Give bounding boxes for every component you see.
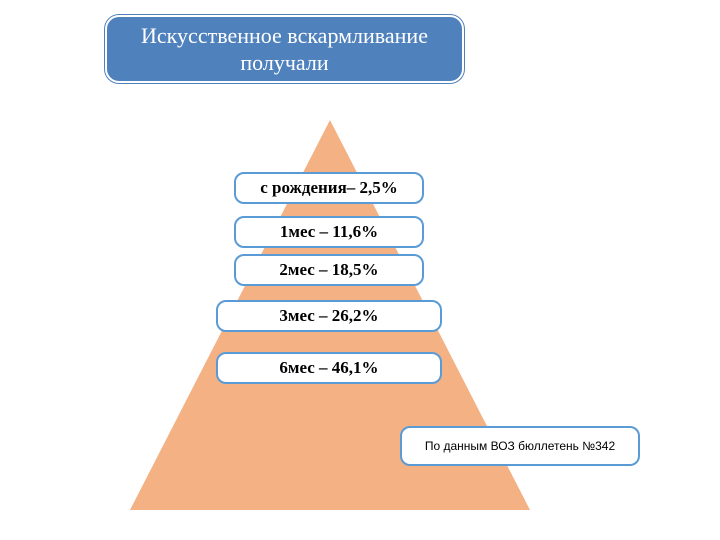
pill-label: 6мес – 46,1% (279, 358, 378, 378)
title-text: Искусственное вскармливание получали (107, 22, 462, 77)
source-note: По данным ВОЗ бюллетень №342 (400, 426, 640, 466)
pill-label: 1мес – 11,6% (280, 222, 378, 242)
slide-stage: Искусственное вскармливание получали с р… (0, 0, 720, 540)
pill-6mo: 6мес – 46,1% (216, 352, 442, 384)
pill-label: с рождения– 2,5% (260, 178, 398, 198)
pill-3mo: 3мес – 26,2% (216, 300, 442, 332)
pill-label: 3мес – 26,2% (279, 306, 378, 326)
pill-1mo: 1мес – 11,6% (234, 216, 424, 248)
pill-birth: с рождения– 2,5% (234, 172, 424, 204)
pill-2mo: 2мес – 18,5% (234, 254, 424, 286)
pill-label: 2мес – 18,5% (279, 260, 378, 280)
title-box: Искусственное вскармливание получали (105, 15, 464, 83)
source-note-text: По данным ВОЗ бюллетень №342 (425, 439, 615, 453)
